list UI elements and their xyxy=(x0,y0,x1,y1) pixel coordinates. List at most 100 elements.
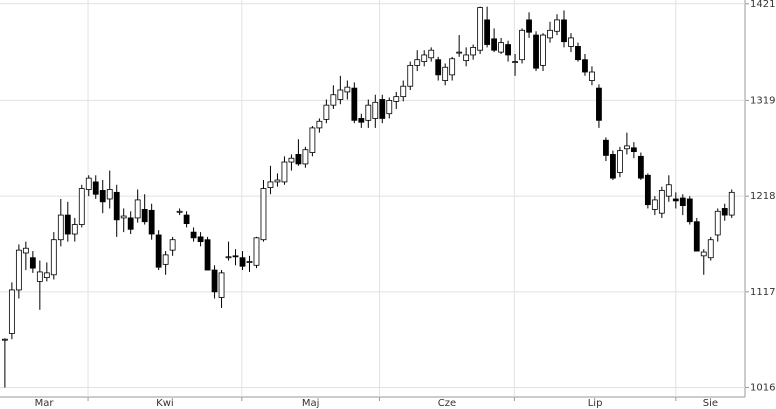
candle-body xyxy=(596,87,602,121)
candle-body xyxy=(686,198,693,223)
candle-body xyxy=(141,208,148,223)
candle-body xyxy=(358,118,365,123)
candle-body xyxy=(582,59,588,73)
candle-body xyxy=(288,157,295,163)
candle-body xyxy=(316,120,323,129)
candle-body xyxy=(162,254,169,265)
candle-body xyxy=(155,234,162,268)
candle-body xyxy=(442,66,449,81)
candle-body xyxy=(693,221,700,252)
candle-body xyxy=(575,46,581,61)
candle-body xyxy=(498,42,504,53)
y-tick-label: 1117 xyxy=(750,287,775,298)
candle-body xyxy=(260,188,267,241)
candle-body xyxy=(477,7,484,51)
candle-body xyxy=(330,94,337,106)
candle-body xyxy=(421,54,428,62)
candle-body xyxy=(658,190,665,214)
candle-body xyxy=(547,29,553,39)
candle-body xyxy=(568,37,574,47)
candle-body xyxy=(183,214,190,225)
candle-body xyxy=(651,199,658,210)
candle-body xyxy=(57,214,64,241)
plot-area xyxy=(0,0,745,397)
candle-body xyxy=(1,338,8,341)
candle-body xyxy=(589,71,595,81)
candle-body xyxy=(644,174,651,206)
y-tick-label: 1421 xyxy=(750,0,775,10)
candle-body xyxy=(239,257,246,267)
candle-body xyxy=(274,179,281,183)
candle-body xyxy=(36,271,43,282)
candle-body xyxy=(428,49,435,59)
candle-body xyxy=(679,197,686,207)
candle-body xyxy=(8,289,15,334)
candle-body xyxy=(15,249,22,291)
x-tick-label: Sie xyxy=(703,398,718,409)
candle-body xyxy=(372,101,379,119)
candle-body xyxy=(246,261,253,263)
candle-body xyxy=(714,210,721,236)
candle-body xyxy=(456,51,463,54)
candle-body xyxy=(393,96,400,102)
candle-body xyxy=(707,239,714,259)
x-tick-label: Lip xyxy=(588,398,603,409)
candle-body xyxy=(351,87,358,121)
candle-body xyxy=(407,64,414,87)
candle-body xyxy=(470,46,477,56)
candle-body xyxy=(120,215,127,219)
candle-body xyxy=(267,181,274,189)
candle-body xyxy=(540,34,546,66)
candle-body xyxy=(106,189,113,200)
candle-body xyxy=(85,177,92,190)
candle-body xyxy=(22,247,29,254)
candle-body xyxy=(337,89,344,100)
candle-body xyxy=(561,19,567,43)
candle-body xyxy=(344,86,351,93)
candle-body xyxy=(197,236,204,243)
x-tick-label: Mar xyxy=(35,398,55,409)
candle-body xyxy=(700,251,707,257)
y-tick-label: 1016 xyxy=(750,383,775,394)
candle-body xyxy=(43,272,50,279)
candle-body xyxy=(435,59,442,76)
candle-body xyxy=(449,58,456,76)
candle-body xyxy=(78,188,85,225)
candle-body xyxy=(295,154,302,165)
candle-body xyxy=(64,214,71,235)
candle-body xyxy=(148,209,155,235)
candle-body xyxy=(134,199,141,219)
candle-body xyxy=(519,29,525,61)
candle-body xyxy=(728,191,735,216)
candle-body xyxy=(211,269,218,293)
candle-body xyxy=(637,155,644,179)
candle-body xyxy=(414,59,421,66)
candle-body xyxy=(176,210,183,213)
candle-body xyxy=(365,104,372,121)
candle-body xyxy=(225,256,232,259)
x-tick-label: Cze xyxy=(438,398,456,409)
candle-body xyxy=(302,149,309,165)
candle-body xyxy=(721,208,728,216)
candle-body xyxy=(379,99,386,119)
candle-body xyxy=(533,34,539,69)
candle-body xyxy=(400,85,407,98)
candle-body xyxy=(92,181,99,195)
candle-body xyxy=(554,19,560,32)
candle-body xyxy=(71,224,78,235)
y-tick-label: 1218 xyxy=(750,191,775,202)
candle-body xyxy=(386,100,393,115)
candle-body xyxy=(281,161,288,183)
candle-body xyxy=(610,154,616,179)
candle-body xyxy=(169,239,176,251)
candle-body xyxy=(253,237,260,266)
candle-body xyxy=(309,127,316,153)
candle-body xyxy=(617,150,623,173)
candle-body xyxy=(505,44,511,56)
candle-body xyxy=(672,198,679,202)
candle-body xyxy=(526,19,532,33)
candle-body xyxy=(204,239,211,271)
candle-body xyxy=(484,19,491,45)
candle-body xyxy=(232,255,239,258)
